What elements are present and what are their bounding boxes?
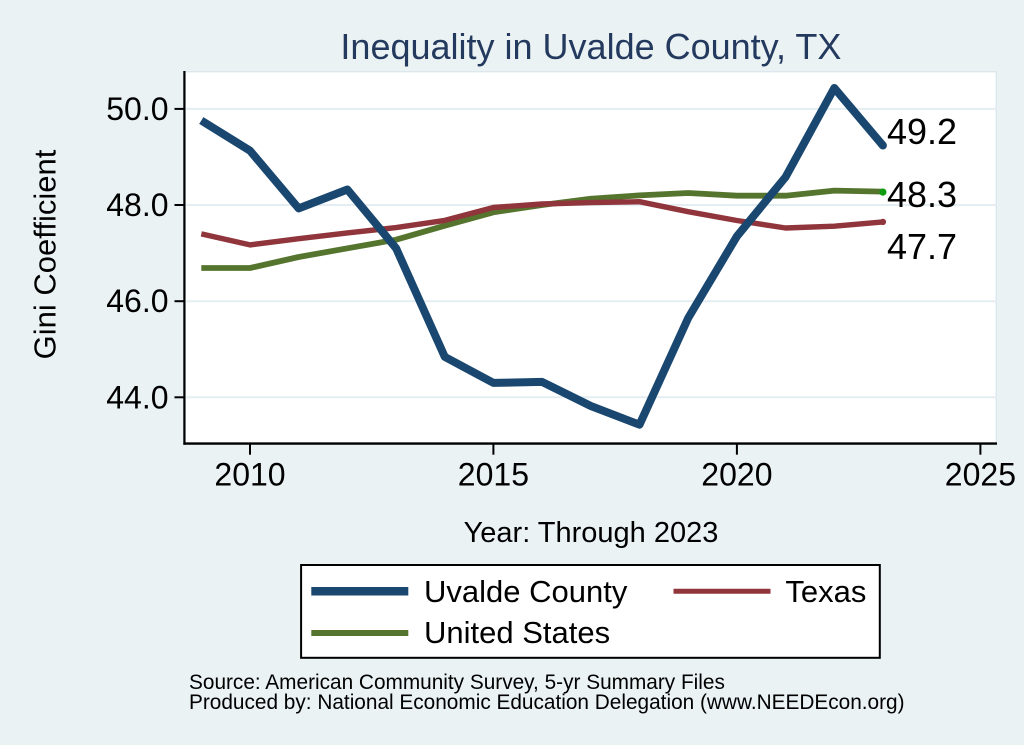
- svg-text:United States: United States: [424, 615, 610, 650]
- svg-text:44.0: 44.0: [106, 379, 168, 415]
- svg-text:50.0: 50.0: [106, 91, 168, 127]
- svg-text:2025: 2025: [945, 457, 1016, 493]
- svg-text:Uvalde County: Uvalde County: [424, 574, 628, 609]
- svg-text:Inequality in Uvalde County, T: Inequality in Uvalde County, TX: [340, 26, 841, 67]
- svg-text:Gini Coefficient: Gini Coefficient: [28, 149, 63, 359]
- svg-text:Year: Through 2023: Year: Through 2023: [464, 517, 719, 549]
- svg-text:49.2: 49.2: [887, 111, 957, 152]
- svg-text:Produced by: National Economic: Produced by: National Economic Education…: [189, 691, 905, 714]
- svg-text:47.7: 47.7: [887, 226, 957, 267]
- svg-text:48.3: 48.3: [887, 174, 957, 215]
- svg-text:2010: 2010: [214, 457, 285, 493]
- svg-text:2020: 2020: [701, 457, 772, 493]
- svg-text:2015: 2015: [458, 457, 529, 493]
- svg-text:Source: American Community Sur: Source: American Community Survey, 5-yr …: [189, 671, 725, 694]
- svg-text:46.0: 46.0: [106, 283, 168, 319]
- svg-text:Texas: Texas: [785, 574, 866, 609]
- svg-text:48.0: 48.0: [106, 187, 168, 223]
